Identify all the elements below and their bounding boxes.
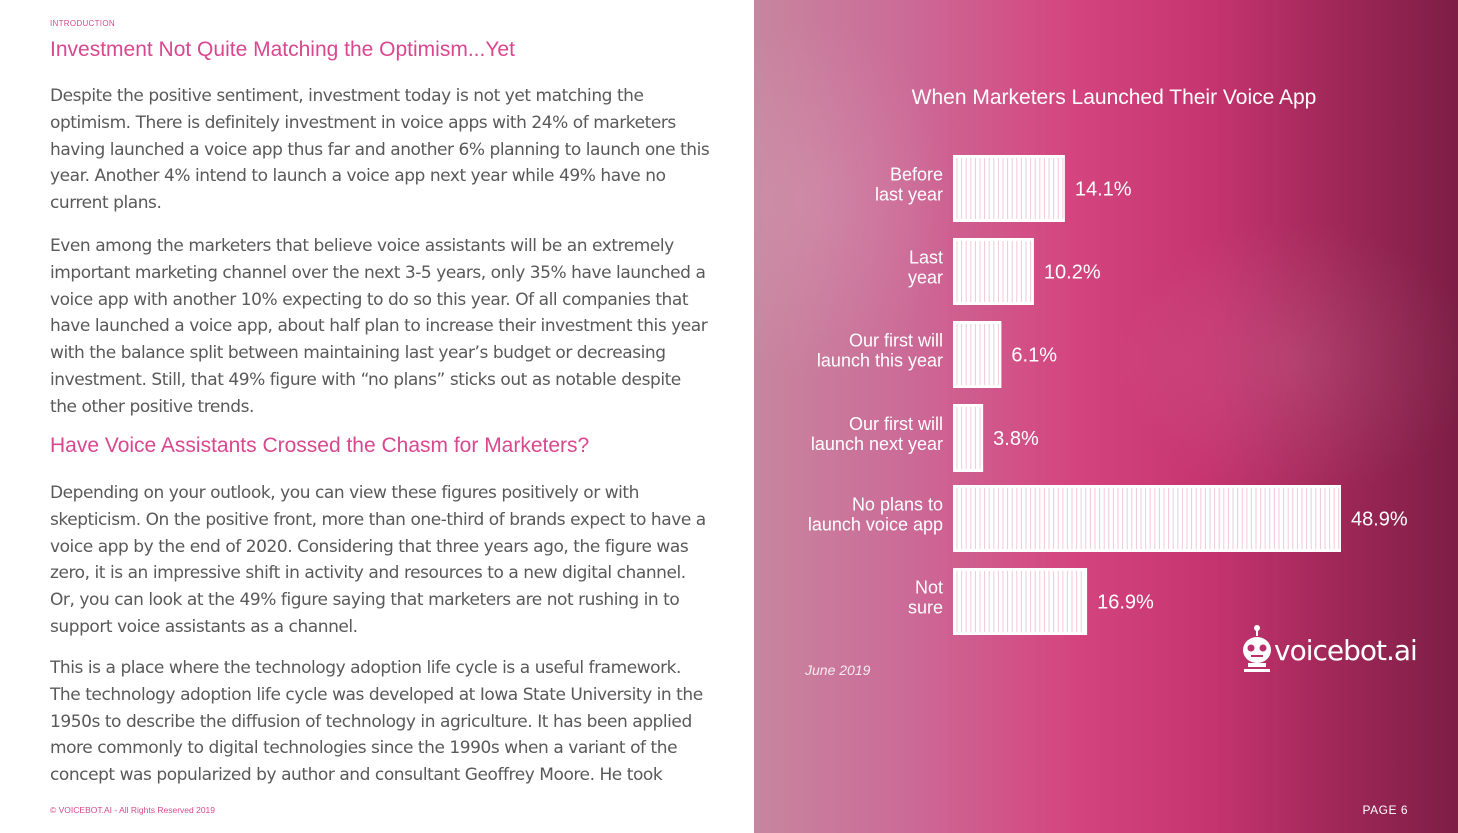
paragraph-4: This is a place where the technology ado… bbox=[50, 658, 703, 786]
bar-value-label: 16.9% bbox=[1097, 592, 1154, 614]
bar-value-label: 10.2% bbox=[1044, 262, 1101, 284]
category-label: Our first will bbox=[849, 331, 943, 351]
category-label: launch this year bbox=[817, 351, 943, 371]
paragraph-1: Despite the positive sentiment, investme… bbox=[50, 86, 710, 214]
bar-fill bbox=[953, 155, 1065, 222]
bar-value-label: 3.8% bbox=[993, 428, 1039, 450]
text-column: INTRODUCTION Investment Not Quite Matchi… bbox=[50, 19, 710, 815]
bar bbox=[953, 155, 1065, 222]
category-label: Our first will bbox=[849, 414, 943, 434]
bar bbox=[953, 404, 984, 472]
category-label: launch voice app bbox=[808, 515, 943, 535]
category-label: Before bbox=[890, 165, 943, 185]
category-label: Last bbox=[909, 248, 943, 268]
chart-source-note: June 2019 bbox=[804, 662, 871, 678]
page-number: PAGE 6 bbox=[1362, 803, 1408, 817]
section-label: INTRODUCTION bbox=[50, 19, 115, 28]
heading-chasm: Have Voice Assistants Crossed the Chasm … bbox=[50, 434, 590, 457]
footer-copyright: © VOICEBOT.AI - All Rights Reserved 2019 bbox=[50, 805, 215, 815]
bar bbox=[953, 485, 1341, 552]
voicebot-logo: voicebot.ai bbox=[1240, 622, 1420, 678]
bar bbox=[953, 238, 1034, 305]
chart-title: When Marketers Launched Their Voice App bbox=[912, 86, 1317, 109]
bar-fill bbox=[953, 568, 1088, 635]
bar bbox=[953, 321, 1002, 388]
category-label: No plans to bbox=[852, 495, 943, 515]
bar-fill bbox=[953, 485, 1341, 552]
bar-fill bbox=[953, 321, 1002, 388]
category-label: Not bbox=[915, 578, 943, 598]
chart-panel: When Marketers Launched Their Voice App 1… bbox=[754, 0, 1458, 833]
bar-fill bbox=[953, 404, 984, 472]
paragraph-2: Even among the marketers that believe vo… bbox=[50, 236, 708, 417]
category-label: year bbox=[908, 268, 943, 288]
paragraph-3: Depending on your outlook, you can view … bbox=[50, 483, 706, 637]
category-label: launch next year bbox=[811, 434, 943, 454]
category-label: last year bbox=[875, 185, 943, 205]
bar-value-label: 48.9% bbox=[1351, 509, 1408, 531]
bar-chart: When Marketers Launched Their Voice App 1… bbox=[804, 86, 1408, 678]
heading-investment: Investment Not Quite Matching the Optimi… bbox=[50, 38, 515, 61]
robot-head-icon bbox=[1243, 625, 1271, 672]
logo-text: voicebot.ai bbox=[1274, 634, 1418, 667]
bar bbox=[953, 568, 1088, 635]
category-label: sure bbox=[908, 598, 943, 618]
bar-fill bbox=[953, 238, 1034, 305]
bar-value-label: 14.1% bbox=[1075, 179, 1132, 201]
bar-value-label: 6.1% bbox=[1011, 345, 1057, 367]
